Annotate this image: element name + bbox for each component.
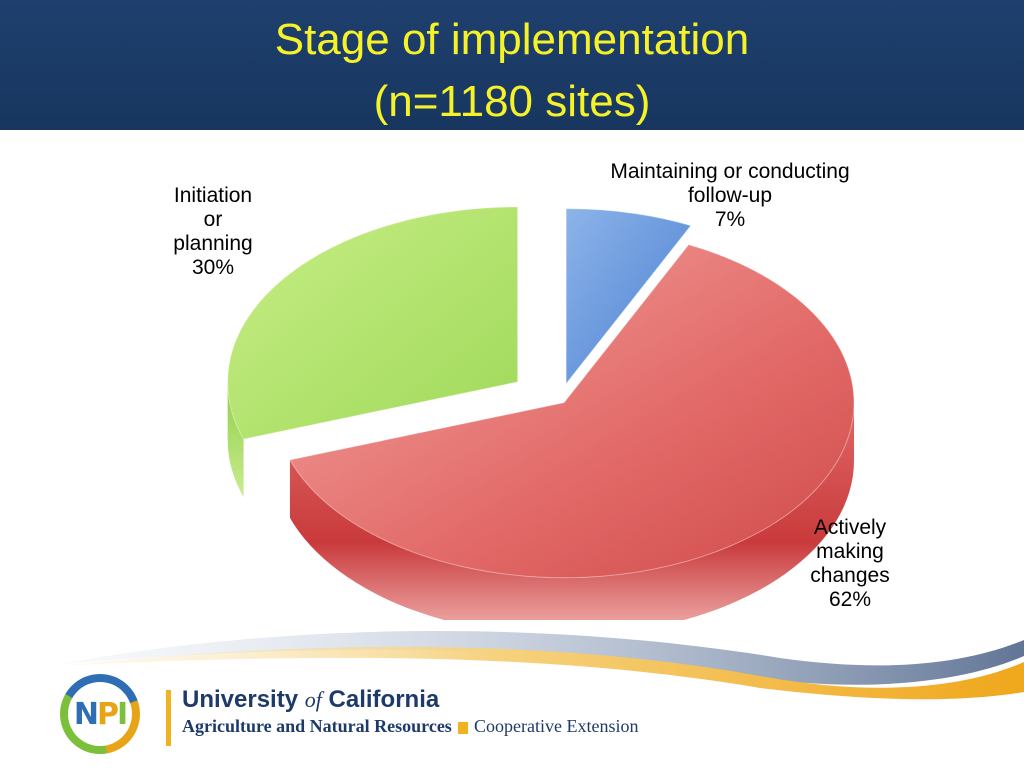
slice-side-2 bbox=[227, 381, 244, 498]
division-name: Agriculture and Natural Resources bbox=[182, 716, 452, 736]
pie-slice-maintaining-or-conducting-follow-up bbox=[565, 208, 692, 386]
chart-title-line-1: Stage of implementation bbox=[274, 15, 750, 64]
label-actively-making-changes: Actively making changes 62% bbox=[810, 516, 890, 611]
divider-bar bbox=[166, 690, 171, 746]
of-word: of bbox=[304, 687, 322, 712]
label-maintaining: Maintaining or conducting follow-up 7% bbox=[610, 160, 850, 231]
university-word: University bbox=[182, 686, 299, 713]
cooperative-extension: Cooperative Extension bbox=[474, 716, 639, 736]
chart-title-line-2: (n=1180 sites) bbox=[373, 77, 651, 126]
label-initiation-planning: Initiation or planning 30% bbox=[173, 184, 253, 279]
extension-marker bbox=[458, 722, 468, 734]
logo-letter-n: N bbox=[73, 696, 99, 732]
pie-slice-actively-making-changes bbox=[289, 244, 855, 579]
decorative-swoosh bbox=[60, 630, 1024, 700]
title-banner: Stage of implementation (n=1180 sites) bbox=[0, 0, 1024, 130]
logo-letter-i: I bbox=[116, 696, 128, 732]
slice-side-1 bbox=[289, 402, 855, 620]
california-word: California bbox=[328, 686, 440, 713]
pie-slice-initiation-or-planning bbox=[227, 206, 519, 440]
logo-letter-p: P bbox=[96, 696, 119, 732]
pie-chart bbox=[227, 206, 855, 620]
university-name: University of California bbox=[182, 686, 439, 714]
